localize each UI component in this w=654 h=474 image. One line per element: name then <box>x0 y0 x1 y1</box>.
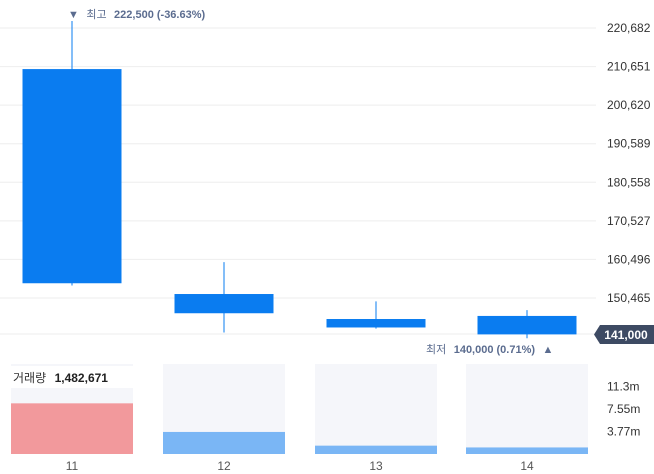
candle-body <box>22 69 122 284</box>
x-tick-label: 13 <box>369 459 383 473</box>
price-tick-label: 170,527 <box>607 214 651 228</box>
low-marker: ▲ <box>543 344 554 356</box>
candle-body <box>477 315 577 335</box>
volume-axis: 11.3m 7.55m 3.77m <box>607 380 640 439</box>
low-label: 최저 <box>426 343 446 356</box>
candles-layer <box>22 21 577 339</box>
price-tick-label: 220,682 <box>607 21 651 35</box>
price-axis: 220,682 210,651 200,620 190,589 180,558 170,5… <box>607 21 651 305</box>
candle-body <box>174 294 274 314</box>
high-annotation: ▼ 최고 222,500 (-36.63%) <box>68 5 205 22</box>
price-tick-label: 160,496 <box>607 252 651 266</box>
low-value: 140,000 (0.71%) <box>454 344 536 356</box>
volume-bar <box>466 447 588 454</box>
volume-panel <box>11 364 588 454</box>
volume-tick-label: 7.55m <box>607 402 640 416</box>
x-tick-label: 11 <box>66 459 79 473</box>
volume-panel-bg <box>466 364 588 454</box>
last-price-tag-bg <box>594 325 654 344</box>
last-price-tag-text: 141,000 <box>604 328 648 342</box>
high-value: 222,500 (-36.63%) <box>114 9 205 21</box>
volume-title: 거래량 1,482,671 <box>9 366 133 388</box>
x-tick-label: 12 <box>217 459 231 473</box>
volume-bar <box>11 403 133 454</box>
low-annotation: 최저 140,000 (0.71%) ▲ <box>426 340 553 357</box>
volume-tick-label: 11.3m <box>607 380 639 394</box>
high-marker: ▼ <box>68 9 79 21</box>
volume-panel-bg <box>315 364 437 454</box>
volume-title-bg <box>9 366 133 388</box>
last-price-tag: 141,000 <box>594 325 654 344</box>
volume-tick-label: 3.77m <box>607 425 640 439</box>
volume-bar <box>315 445 437 454</box>
price-tick-label: 150,465 <box>607 291 651 305</box>
price-tick-label: 200,620 <box>607 98 651 112</box>
x-axis: 11 12 13 14 <box>66 459 534 473</box>
volume-title-value: 1,482,671 <box>55 371 109 385</box>
volume-title-text: 거래량 1,482,671 <box>13 369 108 386</box>
high-label: 최고 <box>86 8 106 21</box>
volume-title-label: 거래량 <box>13 371 46 385</box>
x-tick-label: 14 <box>520 459 534 473</box>
price-tick-label: 190,589 <box>607 137 651 151</box>
volume-bar <box>163 431 285 454</box>
annotations-layer: ▼ 최고 222,500 (-36.63%) 최저 140,000 (0.71%… <box>68 5 553 357</box>
price-tick-label: 180,558 <box>607 175 651 189</box>
price-tick-label: 210,651 <box>607 60 651 74</box>
candle-body <box>326 319 426 328</box>
